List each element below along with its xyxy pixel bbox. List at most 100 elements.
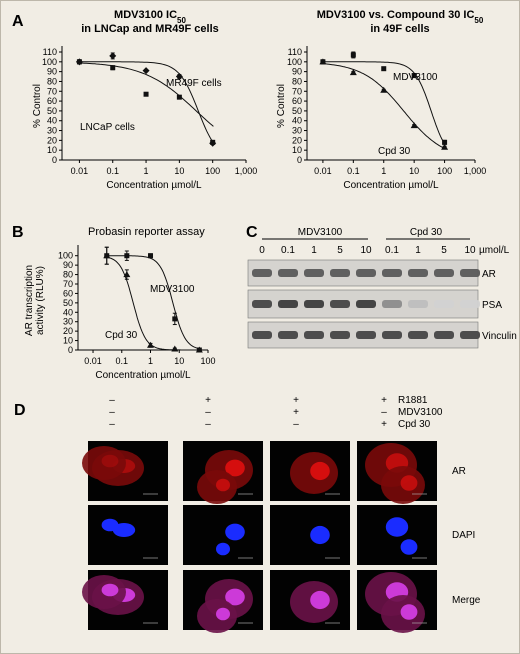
data-point-square: [176, 94, 182, 100]
cell-nucleus: [225, 588, 245, 606]
data-point-square: [381, 66, 387, 72]
data-point-square: [442, 139, 448, 145]
immunofluorescence-panel: D – + + + R1881– – + – MDV3100– – – + Cpd 30ARDAPIMe…: [14, 395, 481, 633]
y-tick-label: 50: [292, 106, 302, 116]
y-tick-label: 50: [63, 298, 73, 308]
blot-band: [278, 269, 298, 277]
blot-dose-label: 5: [337, 245, 343, 256]
western-blot-panel: C MDV3100 Cpd 300 0.1 1 5 10 0.1 1 5 10 µmol/LARPS…: [246, 224, 517, 349]
x-tick-label: 0.1: [347, 166, 360, 176]
y-tick-label: 40: [47, 116, 57, 126]
x-tick-label: 100: [205, 166, 220, 176]
condition-sign: –: [381, 407, 387, 418]
y-axis-label: activity (RLU%): [35, 266, 46, 335]
panel-letter-c: C: [246, 224, 258, 241]
condition-sign: –: [109, 395, 115, 406]
y-tick-label: 90: [292, 67, 302, 77]
cell-nucleus: [400, 539, 418, 555]
blot-band: [330, 269, 350, 277]
blot-band: [304, 300, 324, 308]
data-point-triangle: [410, 122, 418, 129]
cell-nucleus: [225, 459, 245, 477]
cell-nucleus: [400, 475, 418, 491]
y-tick-label: 30: [292, 126, 302, 136]
x-tick-label: 1: [381, 166, 386, 176]
y-tick-label: 0: [52, 155, 57, 165]
cell-nucleus: [400, 604, 418, 620]
series-curve-1: [77, 62, 214, 127]
condition-sign: +: [381, 419, 387, 430]
series-annotation: Cpd 30: [378, 146, 411, 157]
x-tick-label: 10: [174, 166, 184, 176]
blot-band: [408, 300, 428, 308]
x-tick-label: 0.01: [84, 356, 102, 366]
condition-label: Cpd 30: [398, 419, 431, 430]
data-point-diamond: [109, 52, 117, 60]
series-annotation: MDV3100: [150, 284, 195, 295]
cell-nucleus: [112, 523, 136, 537]
x-tick-label: 100: [437, 166, 452, 176]
chart-a-left: A MDV3100 IC50 in LNCap and MR49F cells …: [12, 9, 257, 191]
blot-band: [382, 269, 402, 277]
condition-sign: –: [205, 419, 211, 430]
data-point-square: [124, 253, 130, 259]
cell-nucleus: [216, 478, 230, 492]
panel-letter-b: B: [12, 224, 24, 241]
blot-dose-label: 10: [464, 245, 476, 256]
y-tick-label: 80: [63, 270, 73, 280]
cell-cytoplasm: [82, 446, 126, 480]
data-point-square: [350, 52, 356, 58]
y-tick-label: 110: [288, 47, 302, 57]
x-tick-label: 0.01: [71, 166, 89, 176]
data-point-triangle: [123, 271, 131, 278]
x-tick-label: 100: [200, 356, 215, 366]
data-point-square: [76, 59, 82, 65]
y-tick-label: 100: [58, 251, 73, 261]
blot-band: [304, 331, 324, 339]
blot-dose-label: 10: [360, 245, 372, 256]
blot-band: [252, 331, 272, 339]
micrograph-tile: [270, 505, 350, 565]
blot-band: [460, 300, 480, 308]
blot-band: [356, 331, 376, 339]
data-point-square: [148, 253, 154, 259]
blot-dose-label: 1: [415, 245, 421, 256]
x-axis-label: Concentration µmol/L: [95, 370, 191, 381]
y-tick-label: 60: [47, 96, 57, 106]
data-point-triangle: [349, 69, 357, 76]
y-tick-label: 10: [63, 336, 73, 346]
blot-band: [382, 300, 402, 308]
data-point-square: [110, 65, 116, 71]
data-point-triangle: [441, 143, 449, 150]
series-annotation: MDV3100: [393, 72, 438, 83]
y-tick-label: 10: [292, 145, 302, 155]
blot-band: [278, 331, 298, 339]
cell-nucleus: [310, 525, 330, 545]
y-tick-label: 30: [63, 317, 73, 327]
blot-row-label: Vinculin: [482, 331, 517, 342]
y-tick-label: 100: [42, 57, 57, 67]
condition-sign: +: [205, 395, 211, 406]
blot-dose-label: 5: [441, 245, 447, 256]
blot-band: [252, 300, 272, 308]
blot-band: [304, 269, 324, 277]
blot-dose-label: 0.1: [281, 245, 295, 256]
chart-a-right-title-line2: in 49F cells: [370, 23, 429, 35]
y-axis-label: AR transcription: [24, 265, 35, 336]
y-tick-label: 20: [47, 135, 57, 145]
x-tick-label: 1,000: [464, 166, 487, 176]
data-point-triangle: [147, 341, 155, 348]
panel-letter-d: D: [14, 402, 26, 419]
blot-row-label: AR: [482, 269, 496, 280]
x-tick-label: 0.1: [106, 166, 119, 176]
blot-band: [460, 331, 480, 339]
y-tick-label: 80: [47, 76, 57, 86]
data-point-square: [143, 91, 149, 97]
y-tick-label: 0: [68, 345, 73, 355]
row-label-merge: Merge: [452, 595, 481, 606]
y-axis-label: % Control: [32, 84, 43, 128]
data-point-triangle: [319, 58, 327, 65]
blot-band: [408, 331, 428, 339]
